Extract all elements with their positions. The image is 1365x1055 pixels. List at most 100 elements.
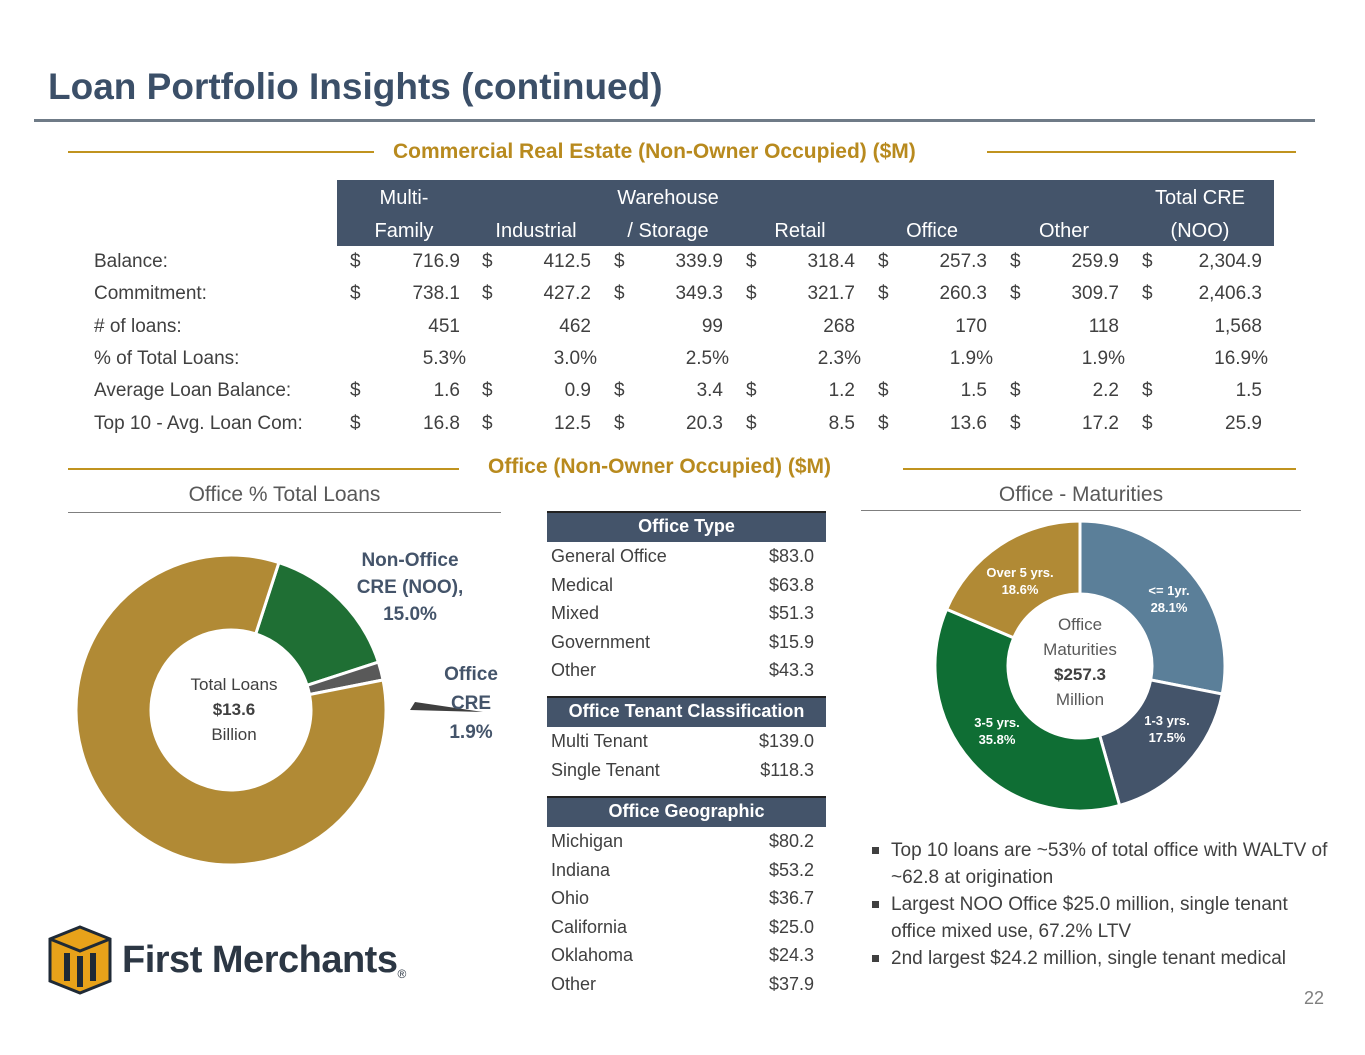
cre-cell: 427.2 — [543, 283, 591, 305]
non-office-cre-label-line1: Non-Office — [361, 550, 459, 571]
registered-mark: ® — [397, 967, 407, 981]
cre-currency-symbol: $ — [614, 251, 625, 272]
maturities-center-line2: Maturities — [1043, 640, 1117, 659]
cre-cell: 321.7 — [807, 283, 855, 305]
cre-cell: 257.3 — [939, 251, 987, 272]
office-section-line-left — [68, 468, 459, 470]
cre-cell: 2.5% — [685, 347, 729, 369]
company-logo-icon — [48, 925, 112, 995]
cre-cell: 99 — [701, 315, 723, 337]
cre-section-line-left — [68, 151, 374, 153]
cre-currency-symbol: $ — [878, 283, 889, 305]
cre-cell: 13.6 — [950, 412, 987, 434]
cre-cell: 716.9 — [412, 251, 460, 272]
row-name: Other — [551, 973, 597, 994]
maturities-center-line1: Office — [1057, 615, 1103, 634]
office-geo-header: Office Geographic — [547, 796, 826, 827]
cre-cell: 16.8 — [423, 412, 460, 434]
cre-cell: 2,304.9 — [1198, 251, 1262, 272]
cre-cell: 2.2 — [1092, 380, 1119, 402]
row-value: $15.9 — [768, 631, 814, 652]
cre-cell: 2,406.3 — [1198, 283, 1262, 305]
maturity-label-le1yr-pct: 28.1% — [1150, 600, 1188, 615]
office-type-table: Office Type General Office $83.0 Medical $6… — [547, 511, 826, 685]
cre-col-header-line2: Retail — [774, 220, 826, 242]
cre-cell: 1,568 — [1214, 315, 1262, 337]
cre-currency-symbol: $ — [746, 283, 757, 305]
cre-row-label: # of loans: — [94, 315, 182, 337]
cre-currency-symbol: $ — [350, 283, 361, 305]
cre-col-header-line1 — [470, 182, 602, 215]
maturity-label-over5yrs-pct: 18.6% — [1001, 582, 1039, 597]
row-value: $37.9 — [768, 973, 814, 994]
maturity-label-3-5yrs: 3-5 yrs. 35.8% — [962, 714, 1032, 748]
cre-cell: 1.5 — [1235, 380, 1262, 402]
row-value: $24.3 — [768, 945, 814, 965]
table-row: General Office $83.0 — [547, 542, 826, 571]
cre-cell: 0.9 — [564, 380, 591, 402]
cre-col-header-line2: Other — [1038, 220, 1090, 242]
cre-cell: 16.9% — [1214, 347, 1268, 369]
office-type-header-text: Office Type — [638, 516, 735, 536]
non-office-cre-label-line2: CRE (NOO), — [356, 577, 464, 598]
cre-currency-symbol: $ — [1142, 251, 1153, 272]
cre-cell: 349.3 — [675, 283, 723, 305]
cre-currency-symbol: $ — [482, 251, 493, 272]
office-geo-table: Office Geographic Michigan $80.2 Indiana $5… — [547, 796, 826, 998]
donut-slice--1yr- — [1078, 519, 1227, 696]
cre-currency-symbol: $ — [482, 283, 493, 305]
table-row: Medical $63.8 — [547, 571, 826, 600]
cre-currency-symbol: $ — [350, 380, 361, 402]
cre-cell: 339.9 — [675, 251, 723, 272]
row-value: $139.0 — [758, 731, 814, 751]
cre-col-header-2: Warehouse / Storage — [602, 182, 734, 248]
row-value: $51.3 — [768, 603, 814, 623]
cre-cell: 25.9 — [1225, 412, 1262, 434]
cre-currency-symbol: $ — [878, 412, 889, 434]
cre-cell: 12.5 — [554, 412, 591, 434]
cre-row-label: Balance: — [94, 251, 168, 272]
cre-col-header-line2: Office — [906, 220, 958, 242]
cre-cell: 412.5 — [543, 251, 591, 272]
table-row: Other $37.9 — [547, 970, 826, 999]
row-name: Government — [551, 631, 651, 652]
row-name: Single Tenant — [551, 759, 660, 780]
cre-cell: 20.3 — [686, 412, 723, 434]
total-loans-center-label: Total Loans $13.6 Billion — [169, 672, 299, 747]
cre-row-label: Average Loan Balance: — [94, 380, 292, 402]
office-section-title: Office (Non-Owner Occupied) ($M) — [488, 455, 832, 478]
table-row: Oklahoma $24.3 — [547, 941, 826, 970]
cre-currency-symbol: $ — [1142, 412, 1153, 434]
cre-col-header-line1 — [734, 182, 866, 215]
maturities-center-label: Office Maturities $257.3 Million — [1025, 612, 1135, 712]
cre-currency-symbol: $ — [614, 380, 625, 402]
table-row: Mixed $51.3 — [547, 599, 826, 628]
row-name: Mixed — [551, 603, 600, 623]
maturities-chart-title: Office - Maturities — [998, 483, 1164, 506]
cre-col-header-3: Retail — [734, 182, 866, 248]
cre-col-header-line1: Warehouse — [617, 187, 719, 209]
row-name: Ohio — [551, 888, 590, 908]
table-row: Indiana $53.2 — [547, 856, 826, 885]
maturity-label-1-3yrs: 1-3 yrs. 17.5% — [1132, 712, 1202, 746]
row-name: Indiana — [551, 859, 611, 880]
row-value: $80.2 — [768, 831, 814, 851]
office-cre-label: Office CRE 1.9% — [435, 660, 507, 747]
cre-currency-symbol: $ — [350, 412, 361, 434]
total-loans-donut-chart — [74, 553, 483, 867]
row-value: $43.3 — [768, 660, 814, 680]
cre-section-line-right — [987, 151, 1296, 153]
maturity-label-over5yrs-name: Over 5 yrs. — [986, 565, 1054, 580]
cre-cell: 462 — [559, 315, 591, 337]
cre-cell: 309.7 — [1071, 283, 1119, 305]
cre-cell: 170 — [955, 315, 987, 337]
non-office-cre-label: Non-Office CRE (NOO), 15.0% — [349, 547, 471, 628]
maturities-title-rule — [861, 510, 1301, 511]
company-logo-text: First Merchants — [122, 938, 398, 981]
cre-col-header-line2: (NOO) — [1170, 220, 1230, 242]
cre-currency-symbol: $ — [1010, 283, 1021, 305]
cre-cell: 3.4 — [696, 380, 723, 402]
table-row: Michigan $80.2 — [547, 827, 826, 856]
total-loans-title-rule — [68, 512, 501, 513]
cre-cell: 268 — [823, 315, 855, 337]
